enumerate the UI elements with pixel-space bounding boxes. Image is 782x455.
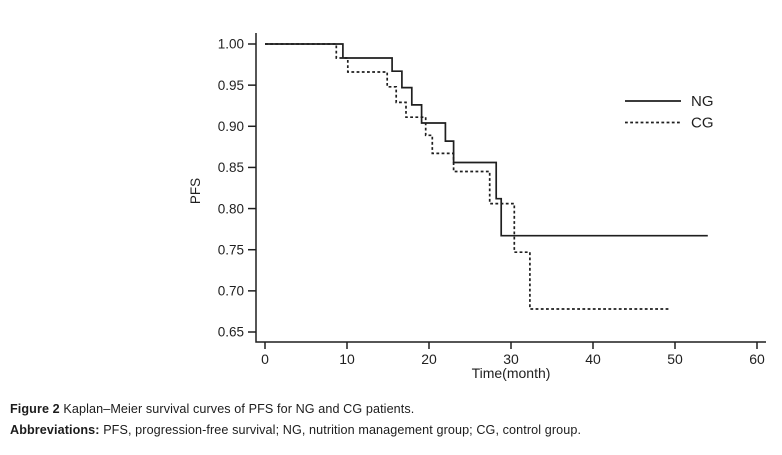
y-tick-label: 0.70: [218, 284, 244, 299]
series-line-CG: [265, 43, 671, 310]
x-tick-label: 50: [667, 351, 683, 367]
figure-caption-block: Figure 2 Kaplan–Meier survival curves of…: [10, 399, 770, 441]
axis-lines: [255, 33, 766, 343]
x-tick-label: 20: [421, 351, 437, 367]
figure-caption-label: Figure 2: [10, 402, 60, 416]
y-axis-title: PFS: [188, 178, 203, 204]
y-tick-label: 0.80: [218, 201, 244, 216]
series-line-NG: [265, 43, 708, 237]
x-tick-label: 30: [503, 351, 519, 367]
figure-caption-text: Kaplan–Meier survival curves of PFS for …: [63, 402, 415, 416]
x-tick-label: 0: [261, 351, 269, 367]
abbreviations-text: PFS, progression-free survival; NG, nutr…: [103, 423, 582, 437]
km-survival-chart: 1.00 0.95 0.90 0.85 0.80 0.75 0.70 0.65 0 10 20 30 4…: [188, 33, 766, 381]
y-tick-label: 0.85: [218, 160, 244, 175]
legend-label-NG: NG: [691, 93, 714, 110]
x-tick-label: 40: [585, 351, 601, 367]
x-axis-title: Time(month): [472, 365, 551, 381]
x-tick-label: 60: [749, 351, 765, 367]
legend-label-CG: CG: [691, 115, 714, 132]
y-tick-label: 0.95: [218, 78, 244, 93]
abbreviations-label: Abbreviations:: [10, 423, 100, 437]
figure-caption-line: Figure 2 Kaplan–Meier survival curves of…: [10, 399, 770, 420]
y-tick-label: 0.90: [218, 119, 244, 134]
abbreviations-line: Abbreviations: PFS, progression-free sur…: [10, 420, 770, 441]
y-tick-label: 0.65: [218, 325, 244, 340]
y-tick-label: 1.00: [218, 37, 244, 52]
x-tick-label: 10: [339, 351, 355, 367]
y-tick-label: 0.75: [218, 242, 244, 257]
